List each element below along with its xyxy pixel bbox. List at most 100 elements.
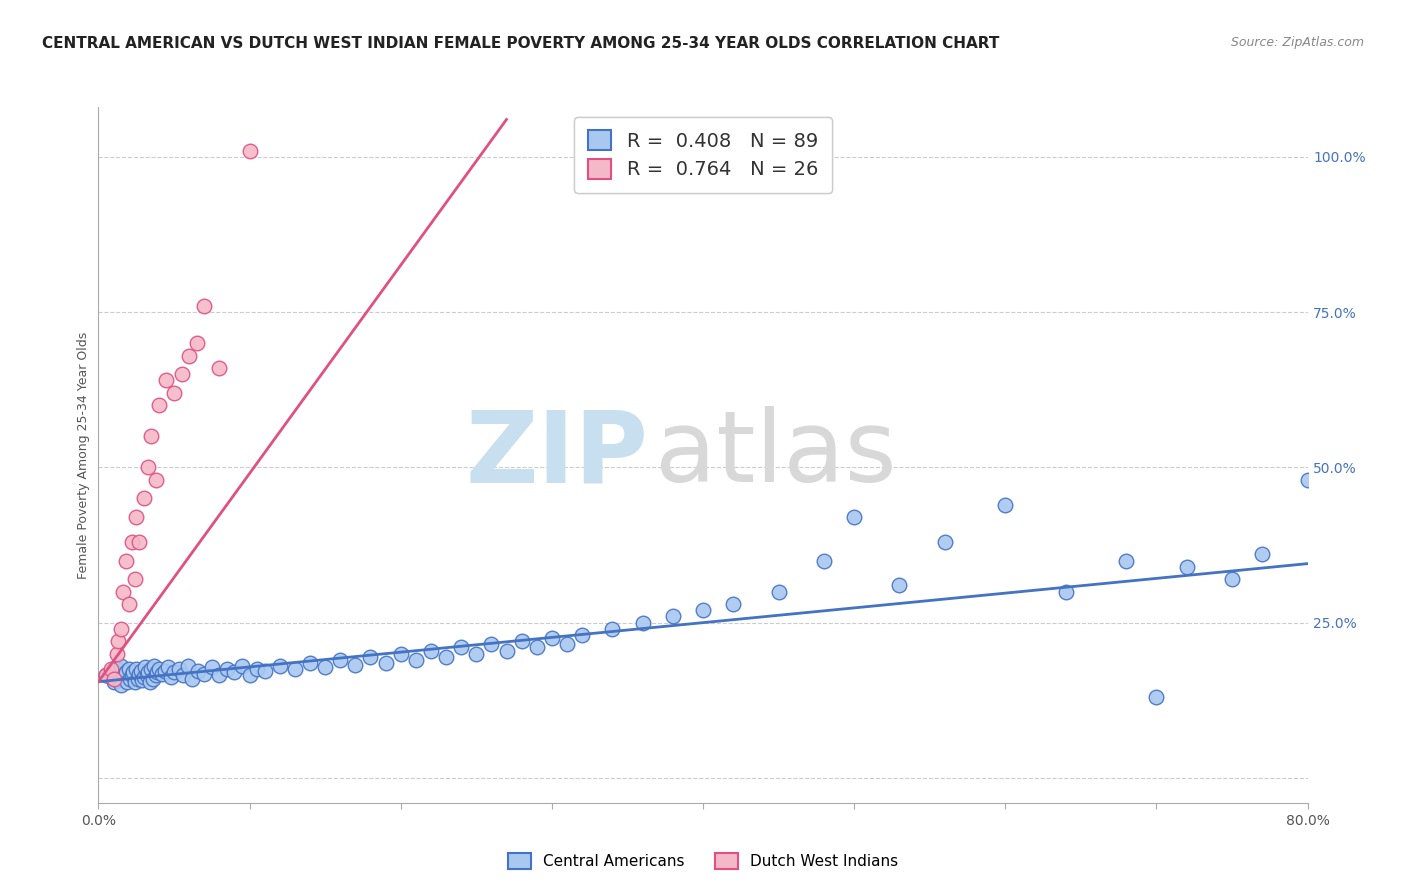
- Point: [555, 637, 578, 651]
- Point: [148, 662, 170, 676]
- Point: [465, 647, 488, 661]
- Point: [134, 660, 156, 674]
- Point: [114, 665, 136, 680]
- Point: [167, 662, 190, 676]
- Point: [813, 553, 835, 567]
- Point: [231, 659, 253, 673]
- Legend: R =  0.408   N = 89, R =  0.764   N = 26: R = 0.408 N = 89, R = 0.764 N = 26: [574, 117, 832, 193]
- Point: [148, 398, 170, 412]
- Point: [110, 622, 132, 636]
- Point: [107, 634, 129, 648]
- Point: [193, 666, 215, 681]
- Point: [163, 665, 186, 680]
- Point: [186, 336, 208, 351]
- Point: [389, 647, 412, 661]
- Point: [224, 665, 246, 680]
- Point: [889, 578, 911, 592]
- Point: [208, 668, 231, 682]
- Point: [1054, 584, 1077, 599]
- Point: [153, 664, 176, 678]
- Point: [114, 553, 136, 567]
- Point: [128, 666, 150, 681]
- Point: [163, 385, 186, 400]
- Point: [139, 674, 162, 689]
- Point: [141, 662, 163, 676]
- Point: [526, 640, 548, 655]
- Point: [571, 628, 593, 642]
- Point: [135, 668, 157, 682]
- Point: [146, 665, 169, 680]
- Point: [112, 668, 135, 682]
- Point: [299, 656, 322, 670]
- Point: [1296, 473, 1319, 487]
- Point: [510, 634, 533, 648]
- Point: [269, 659, 291, 673]
- Point: [1144, 690, 1167, 705]
- Point: [201, 660, 224, 674]
- Point: [495, 643, 517, 657]
- Point: [132, 670, 155, 684]
- Point: [107, 672, 129, 686]
- Point: [844, 510, 866, 524]
- Point: [118, 597, 141, 611]
- Point: [215, 662, 238, 676]
- Point: [405, 653, 427, 667]
- Point: [128, 534, 150, 549]
- Point: [170, 367, 193, 381]
- Point: [1251, 547, 1274, 561]
- Point: [179, 349, 201, 363]
- Point: [1220, 572, 1243, 586]
- Point: [1175, 559, 1198, 574]
- Point: [94, 668, 117, 682]
- Point: [110, 659, 132, 673]
- Point: [143, 659, 166, 673]
- Point: [145, 668, 167, 682]
- Point: [481, 637, 503, 651]
- Point: [176, 659, 198, 673]
- Point: [120, 672, 142, 686]
- Text: CENTRAL AMERICAN VS DUTCH WEST INDIAN FEMALE POVERTY AMONG 25-34 YEAR OLDS CORRE: CENTRAL AMERICAN VS DUTCH WEST INDIAN FE…: [42, 36, 1000, 51]
- Point: [125, 662, 148, 676]
- Point: [105, 662, 128, 676]
- Point: [122, 665, 145, 680]
- Point: [132, 491, 155, 506]
- Point: [142, 672, 165, 686]
- Text: ZIP: ZIP: [465, 407, 648, 503]
- Text: Source: ZipAtlas.com: Source: ZipAtlas.com: [1230, 36, 1364, 49]
- Point: [420, 643, 443, 657]
- Point: [329, 653, 352, 667]
- Point: [172, 668, 194, 682]
- Point: [239, 144, 262, 158]
- Point: [193, 299, 215, 313]
- Point: [136, 460, 159, 475]
- Point: [136, 665, 159, 680]
- Point: [111, 584, 134, 599]
- Point: [631, 615, 654, 630]
- Point: [141, 429, 163, 443]
- Point: [181, 672, 204, 686]
- Text: atlas: atlas: [655, 407, 896, 503]
- Point: [661, 609, 683, 624]
- Point: [103, 672, 125, 686]
- Point: [344, 657, 367, 672]
- Legend: Central Americans, Dutch West Indians: Central Americans, Dutch West Indians: [502, 847, 904, 875]
- Point: [129, 664, 152, 678]
- Point: [450, 640, 472, 655]
- Point: [602, 622, 624, 636]
- Point: [540, 631, 562, 645]
- Point: [314, 660, 336, 674]
- Point: [131, 673, 153, 687]
- Point: [692, 603, 714, 617]
- Point: [253, 664, 276, 678]
- Point: [434, 649, 457, 664]
- Point: [145, 473, 167, 487]
- Point: [100, 662, 122, 676]
- Point: [723, 597, 745, 611]
- Point: [994, 498, 1017, 512]
- Point: [156, 660, 179, 674]
- Point: [934, 534, 956, 549]
- Point: [1115, 553, 1137, 567]
- Point: [118, 662, 141, 676]
- Point: [100, 665, 122, 680]
- Point: [127, 672, 149, 686]
